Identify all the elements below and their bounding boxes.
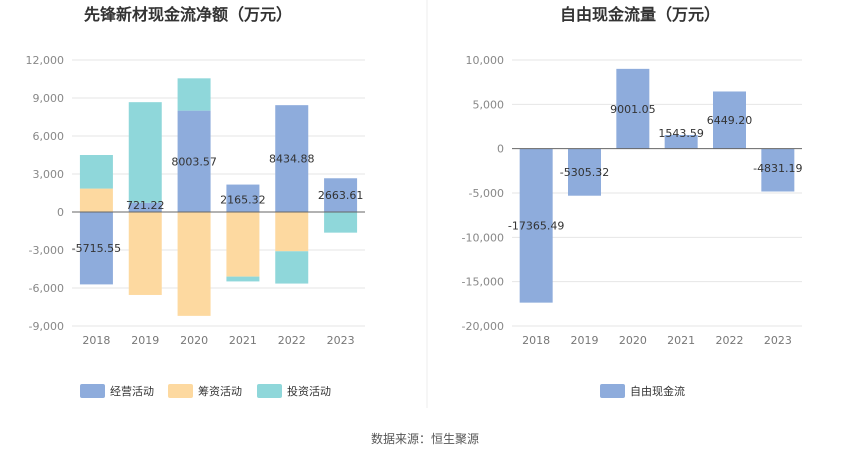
x-tick-label: 2023 — [764, 334, 792, 347]
source-note: 数据来源：恒生聚源 — [371, 431, 479, 446]
bar[interactable] — [275, 212, 309, 252]
y-tick-label: 10,000 — [466, 54, 505, 67]
legend-label[interactable]: 经营活动 — [110, 384, 154, 398]
y-tick-label: 12,000 — [26, 54, 65, 67]
bar[interactable] — [568, 148, 601, 196]
bar[interactable] — [79, 188, 113, 212]
bar[interactable] — [761, 148, 795, 192]
y-tick-label: -3,000 — [29, 244, 64, 257]
y-tick-label: 0 — [57, 206, 64, 219]
bar[interactable] — [713, 91, 746, 149]
bar[interactable] — [616, 68, 650, 149]
legend-label[interactable]: 自由现金流 — [630, 384, 685, 398]
cashflow-net-chart: 先锋新材现金流净额（万元） 12,000 9,000 6,000 3,000 0 -3,0… — [26, 5, 365, 398]
x-tick-label: 2022 — [278, 334, 306, 347]
bar[interactable] — [79, 155, 113, 189]
bar[interactable] — [324, 178, 358, 212]
free-cashflow-chart: 自由现金流量（万元） 10,000 5,000 0 -5,000 -10,000 -15,… — [462, 5, 803, 398]
legend-swatch[interactable] — [257, 384, 282, 398]
data-label: 9001.05 — [610, 103, 656, 116]
data-label: 2165.32 — [220, 194, 266, 207]
x-tick-label: 2018 — [82, 334, 110, 347]
y-tick-label: 5,000 — [473, 98, 505, 111]
y-tick-label: 0 — [497, 143, 504, 156]
bar[interactable] — [177, 78, 211, 111]
bar[interactable] — [664, 134, 698, 149]
x-tick-label: 2021 — [229, 334, 257, 347]
y-tick-label: -15,000 — [462, 276, 504, 289]
legend-swatch[interactable] — [168, 384, 193, 398]
legend-label[interactable]: 投资活动 — [287, 384, 331, 398]
y-tick-label: 6,000 — [33, 130, 65, 143]
data-label: -4831.19 — [753, 162, 802, 175]
data-label: 6449.20 — [707, 114, 753, 127]
chart-title: 自由现金流量（万元） — [560, 5, 720, 24]
x-tick-label: 2020 — [619, 334, 647, 347]
y-tick-label: 9,000 — [33, 92, 65, 105]
x-tick-label: 2019 — [131, 334, 159, 347]
data-label: 1543.59 — [658, 127, 704, 140]
bar[interactable] — [128, 202, 162, 212]
legend-swatch[interactable] — [600, 384, 625, 398]
bar[interactable] — [519, 148, 553, 303]
y-tick-label: -6,000 — [29, 282, 64, 295]
x-tick-label: 2019 — [571, 334, 599, 347]
y-tick-label: -5,000 — [469, 187, 504, 200]
y-tick-label: -20,000 — [462, 320, 504, 333]
bar[interactable] — [226, 212, 260, 277]
bar[interactable] — [79, 212, 113, 285]
data-label: 721.22 — [126, 199, 165, 212]
y-tick-label: -10,000 — [462, 231, 504, 244]
data-label: -5715.55 — [72, 242, 121, 255]
data-label: 2663.61 — [318, 189, 364, 202]
bar[interactable] — [177, 212, 211, 316]
data-label: -5305.32 — [560, 166, 609, 179]
data-label: 8003.57 — [171, 155, 217, 168]
bar[interactable] — [128, 102, 162, 203]
x-tick-label: 2023 — [327, 334, 355, 347]
y-tick-label: 3,000 — [33, 168, 65, 181]
bar[interactable] — [226, 184, 260, 212]
legend-swatch[interactable] — [80, 384, 105, 398]
bar[interactable] — [177, 110, 211, 212]
bar[interactable] — [128, 212, 162, 295]
x-tick-label: 2022 — [716, 334, 744, 347]
y-tick-label: -9,000 — [29, 320, 64, 333]
data-label: -17365.49 — [508, 220, 564, 233]
legend-label[interactable]: 筹资活动 — [198, 384, 242, 398]
x-tick-label: 2020 — [180, 334, 208, 347]
bar[interactable] — [275, 251, 309, 284]
x-tick-label: 2018 — [522, 334, 550, 347]
bar[interactable] — [226, 276, 260, 282]
x-tick-label: 2021 — [667, 334, 695, 347]
data-label: 8434.88 — [269, 153, 315, 166]
bar[interactable] — [324, 212, 358, 233]
bar[interactable] — [275, 105, 309, 212]
chart-title: 先锋新材现金流净额（万元） — [84, 5, 292, 24]
